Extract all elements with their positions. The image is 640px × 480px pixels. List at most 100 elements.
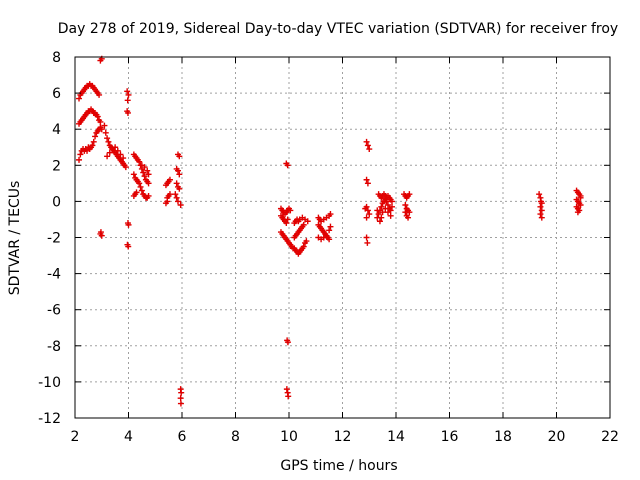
data-point bbox=[537, 198, 544, 205]
x-tick-label: 18 bbox=[494, 429, 512, 445]
chart-title: Day 278 of 2019, Sidereal Day-to-day VTE… bbox=[58, 21, 618, 37]
data-point bbox=[284, 216, 291, 223]
data-point bbox=[97, 229, 104, 236]
x-tick-label: 22 bbox=[601, 429, 619, 445]
data-point bbox=[176, 153, 183, 160]
data-point bbox=[130, 171, 137, 178]
data-point bbox=[577, 202, 584, 209]
x-tick-label: 4 bbox=[124, 429, 133, 445]
x-tick-label: 12 bbox=[334, 429, 352, 445]
x-axis-ticks: 2 4 6 8 10 12 14 16 18 20 22 bbox=[71, 57, 619, 445]
data-point bbox=[304, 218, 311, 225]
data-point bbox=[364, 142, 371, 149]
data-point bbox=[122, 164, 129, 171]
data-point bbox=[376, 218, 383, 225]
data-point bbox=[106, 149, 113, 156]
x-tick-label: 2 bbox=[71, 429, 80, 445]
data-point bbox=[284, 339, 291, 346]
data-point bbox=[112, 144, 119, 151]
y-tick-label: 2 bbox=[52, 158, 61, 174]
data-point bbox=[363, 138, 370, 145]
data-point bbox=[145, 192, 152, 199]
data-point bbox=[77, 151, 84, 158]
y-tick-label: 0 bbox=[52, 194, 61, 210]
data-point bbox=[378, 203, 385, 210]
data-point bbox=[94, 113, 101, 120]
data-point bbox=[125, 243, 132, 250]
data-point bbox=[124, 88, 131, 95]
data-point bbox=[382, 205, 389, 212]
data-point bbox=[374, 207, 381, 214]
data-point bbox=[384, 209, 391, 216]
data-point bbox=[364, 180, 371, 187]
data-point bbox=[387, 212, 394, 219]
data-point bbox=[326, 236, 333, 243]
data-point bbox=[574, 209, 581, 216]
x-tick-label: 20 bbox=[548, 429, 566, 445]
x-tick-label: 14 bbox=[387, 429, 405, 445]
data-point bbox=[303, 238, 310, 245]
data-point bbox=[76, 95, 83, 102]
y-tick-label: -4 bbox=[47, 267, 61, 283]
data-point bbox=[283, 220, 290, 227]
data-point bbox=[125, 91, 132, 98]
data-point bbox=[405, 214, 412, 221]
data-point bbox=[364, 239, 371, 246]
data-point bbox=[573, 203, 580, 210]
data-point bbox=[101, 122, 108, 129]
data-point bbox=[164, 198, 171, 205]
y-tick-label: -2 bbox=[47, 231, 61, 247]
y-tick-label: -12 bbox=[38, 411, 61, 427]
data-point bbox=[120, 155, 127, 162]
data-point bbox=[124, 109, 131, 116]
data-point bbox=[327, 211, 334, 218]
data-point bbox=[300, 221, 307, 228]
data-point bbox=[104, 153, 111, 160]
data-point bbox=[402, 209, 409, 216]
data-point bbox=[125, 221, 132, 228]
data-point bbox=[388, 203, 395, 210]
data-point bbox=[96, 91, 103, 98]
data-point bbox=[366, 211, 373, 218]
data-point bbox=[577, 194, 584, 201]
data-point bbox=[144, 167, 151, 174]
data-point bbox=[362, 205, 369, 212]
data-point bbox=[384, 202, 391, 209]
y-tick-label: 4 bbox=[52, 122, 61, 138]
data-point bbox=[141, 173, 148, 180]
data-point bbox=[137, 183, 144, 190]
data-point bbox=[406, 191, 413, 198]
data-point bbox=[284, 162, 291, 169]
data-point bbox=[375, 211, 382, 218]
x-tick-label: 8 bbox=[231, 429, 240, 445]
y-tick-label: 8 bbox=[52, 50, 61, 66]
data-point bbox=[536, 191, 543, 198]
data-point bbox=[173, 180, 180, 187]
data-point bbox=[537, 211, 544, 218]
data-point bbox=[366, 146, 373, 153]
data-point bbox=[283, 386, 290, 393]
x-tick-label: 16 bbox=[441, 429, 459, 445]
y-axis-label: SDTVAR / TECUs bbox=[7, 181, 23, 296]
data-point bbox=[287, 207, 294, 214]
data-point bbox=[145, 180, 152, 187]
data-point bbox=[105, 138, 112, 145]
data-point bbox=[76, 156, 83, 163]
data-point bbox=[89, 142, 96, 149]
data-point bbox=[379, 209, 386, 216]
data-point bbox=[363, 234, 370, 241]
data-point bbox=[124, 97, 131, 104]
data-point bbox=[402, 202, 409, 209]
data-point bbox=[97, 118, 104, 125]
data-points bbox=[76, 55, 584, 407]
data-point bbox=[323, 232, 330, 239]
y-tick-label: 6 bbox=[52, 86, 61, 102]
data-point bbox=[104, 135, 111, 142]
data-point bbox=[176, 185, 183, 192]
data-point bbox=[173, 194, 180, 201]
data-point bbox=[363, 214, 370, 221]
data-point bbox=[141, 164, 148, 171]
x-tick-label: 6 bbox=[178, 429, 187, 445]
x-axis-label: GPS time / hours bbox=[280, 458, 397, 474]
data-point bbox=[300, 243, 307, 250]
